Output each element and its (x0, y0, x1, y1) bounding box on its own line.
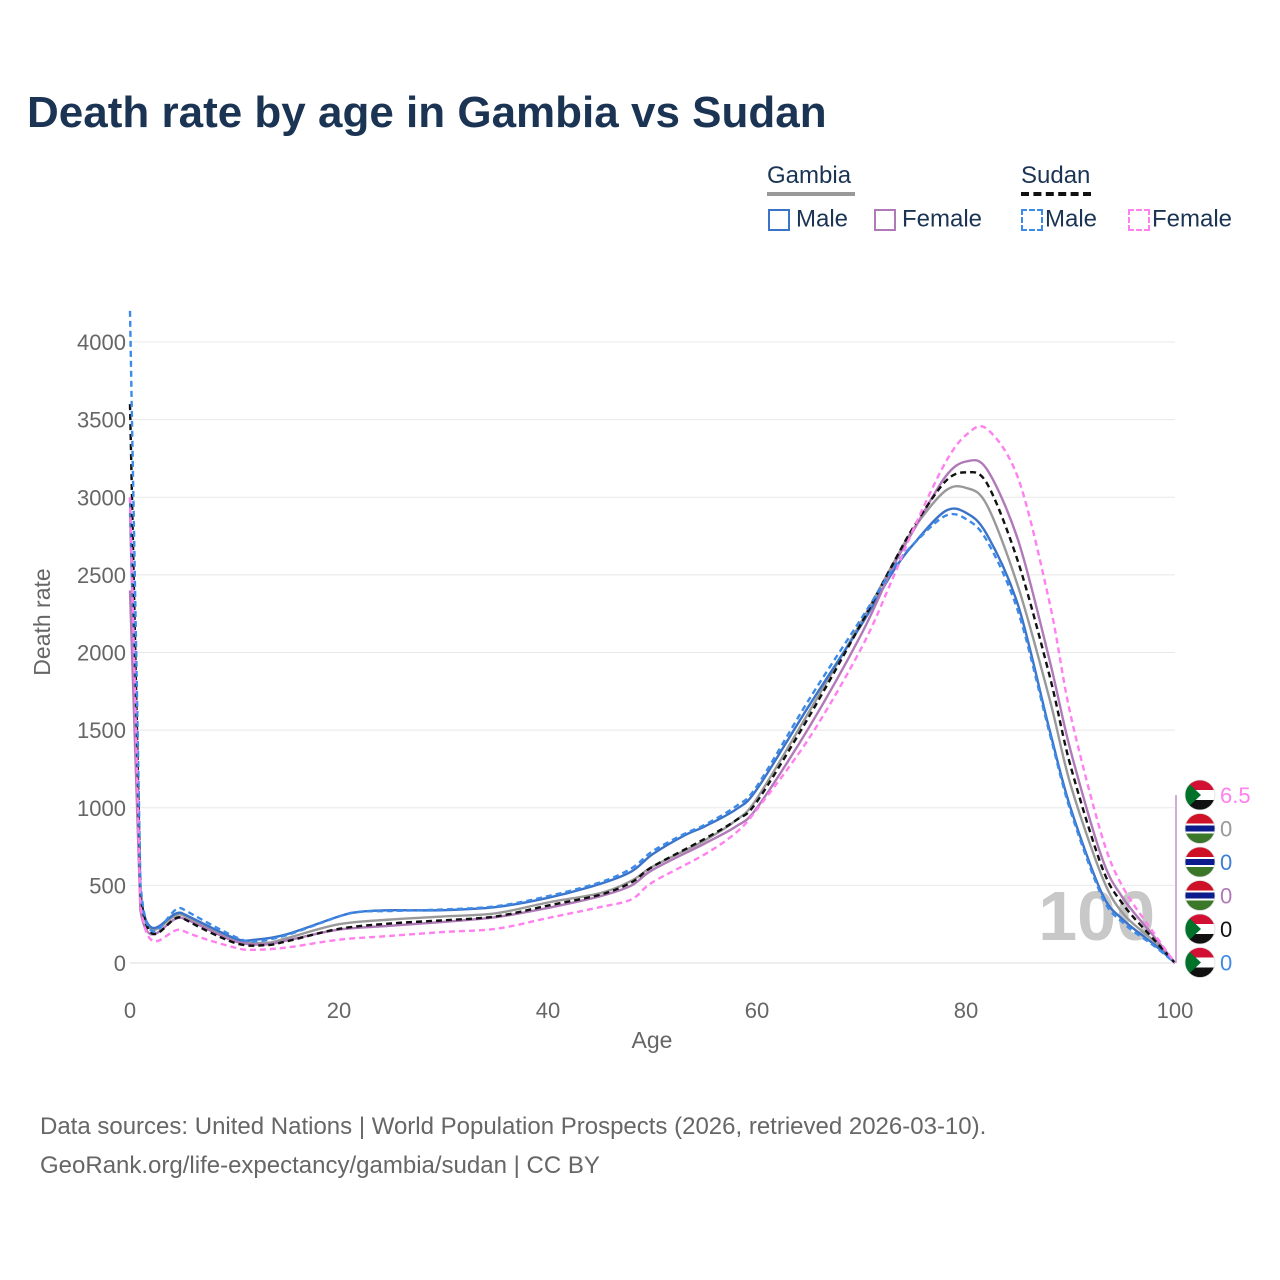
legend-group-gambia-label: Gambia (767, 162, 852, 189)
end-label-gambia-flag (1184, 846, 1216, 878)
legend-label-gambia-female: Female (902, 205, 983, 233)
source-line-2[interactable]: GeoRank.org/life-expectancy/gambia/sudan… (40, 1152, 600, 1179)
series-line-sudan-female[interactable] (128, 425, 1176, 964)
end-label-sudan-flag (1184, 913, 1216, 945)
axes: 0 500 1000 1500 2000 2500 3000 3500 4000 0 20 40 60 8… (77, 330, 1193, 1023)
y-tick-label: 1000 (77, 796, 126, 821)
gambia-flag-icon (1185, 813, 1215, 844)
x-tick-label: 40 (536, 998, 560, 1023)
end-label-gambia-flag (1184, 813, 1216, 844)
y-tick-label: 0 (114, 951, 126, 976)
end-label-value: 0 (1220, 850, 1232, 875)
source-note: Data sources: United Nations | World Pop… (40, 1107, 986, 1185)
y-tick-label: 3000 (77, 485, 126, 510)
series-line-sudan-total[interactable] (128, 404, 1176, 964)
gambia-flag-icon (1185, 847, 1215, 877)
legend-swatch-gambia-female (874, 208, 896, 231)
legend-item-gambia-male[interactable]: Male (768, 205, 848, 235)
legend-swatch-sudan-male (1021, 208, 1043, 231)
y-tick-label: 2000 (77, 641, 126, 666)
y-tick-label: 2500 (77, 563, 126, 588)
y-tick-label: 1500 (77, 718, 126, 743)
x-axis-label: Age (632, 1027, 673, 1053)
legend-item-sudan-male[interactable]: Male (1021, 205, 1097, 235)
end-label-sudan-flag (1184, 947, 1216, 978)
legend-swatch-sudan-female (1128, 208, 1150, 231)
end-label-sudan-flag (1184, 779, 1216, 811)
chart-title: Death rate by age in Gambia vs Sudan (27, 88, 827, 137)
y-tick-label: 3500 (77, 408, 126, 433)
grid (130, 341, 1175, 964)
y-tick-label: 500 (89, 873, 126, 898)
end-label-value: 0 (1220, 884, 1232, 909)
end-label-value: 6.5 (1220, 783, 1251, 808)
legend-sudan-line (1021, 192, 1091, 196)
end-labels: 6.5 0 0 0 0 0 (1175, 779, 1251, 978)
end-label-value: 0 (1220, 951, 1232, 976)
legend-label-gambia-male: Male (796, 205, 849, 233)
source-line-1: Data sources: United Nations | World Pop… (40, 1113, 987, 1140)
series-line-gambia-total[interactable] (128, 485, 1176, 964)
legend-item-gambia-female[interactable]: Female (874, 205, 982, 235)
x-tick-label: 0 (124, 998, 136, 1023)
legend-swatch-gambia-male (768, 208, 790, 231)
series-line-sudan-male[interactable] (128, 310, 1176, 964)
legend: Gambia Sudan Male Female Male Female (760, 160, 1260, 240)
legend-group-gambia: Gambia (767, 162, 855, 196)
sudan-flag-icon (1185, 780, 1215, 810)
legend-label-sudan-female: Female (1152, 205, 1233, 233)
sudan-flag-icon (1185, 947, 1215, 978)
x-tick-label: 60 (745, 998, 769, 1023)
legend-gambia-line (767, 192, 855, 196)
y-axis-label: Death rate (29, 568, 55, 675)
legend-item-sudan-female[interactable]: Female (1128, 205, 1232, 235)
series-line-gambia-female[interactable] (128, 458, 1176, 964)
gambia-flag-icon (1185, 880, 1215, 911)
end-label-gambia-flag (1184, 880, 1216, 911)
legend-label-sudan-male: Male (1045, 205, 1098, 233)
series-layer (128, 310, 1176, 964)
end-label-value: 0 (1220, 917, 1232, 942)
sudan-flag-icon (1185, 914, 1215, 944)
x-tick-label: 20 (327, 998, 351, 1023)
y-tick-label: 4000 (77, 330, 126, 355)
legend-group-sudan-label: Sudan (1021, 162, 1091, 189)
x-tick-label: 80 (954, 998, 978, 1023)
end-label-value: 0 (1220, 817, 1232, 842)
legend-group-sudan: Sudan (1021, 162, 1091, 196)
x-tick-label: 100 (1157, 998, 1194, 1023)
